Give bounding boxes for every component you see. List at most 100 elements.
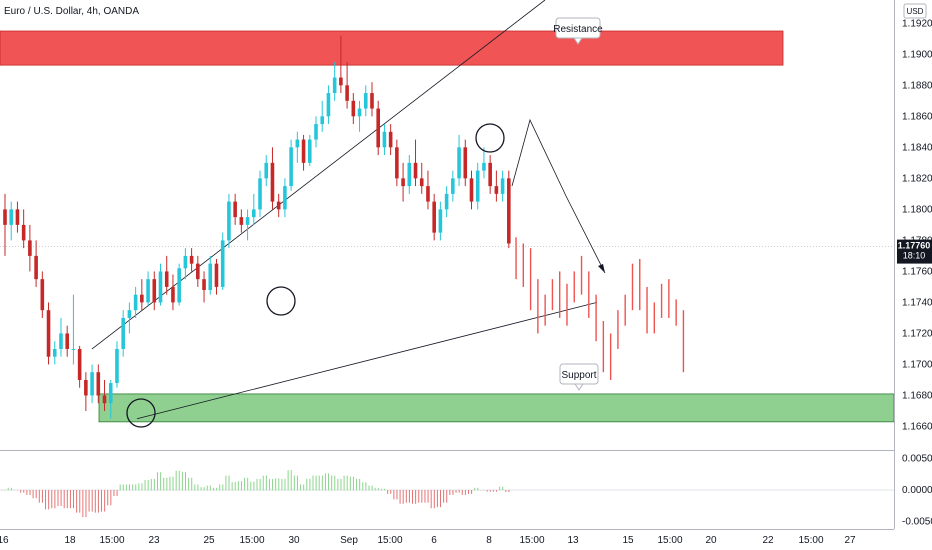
time-tick-label: 15:00: [519, 535, 544, 546]
price-badge: 1.17760 18:10: [897, 239, 932, 264]
time-tick-label: 30: [288, 535, 300, 546]
candle-body: [214, 263, 219, 287]
path-arrow[interactable]: [511, 118, 606, 274]
candle-body: [339, 77, 343, 86]
candle-body: [233, 201, 237, 218]
candle-body: [395, 147, 399, 179]
time-tick-label: 22: [762, 535, 774, 546]
candle-body: [351, 100, 356, 117]
candle-body: [108, 383, 113, 404]
touch-circle[interactable]: [475, 123, 505, 153]
time-tick-label: 18: [64, 535, 76, 546]
candle-body: [432, 201, 436, 233]
time-tick-label: 23: [148, 535, 160, 546]
touch-circle[interactable]: [266, 286, 296, 316]
path-arrowhead-icon: [598, 264, 605, 273]
candle-body: [177, 268, 181, 303]
candle-body: [370, 93, 374, 109]
candle-body: [388, 131, 393, 148]
price-tick-label: 1.17000: [902, 359, 932, 370]
price-axis[interactable]: USD 1.192001.190001.188001.186001.184001…: [894, 0, 932, 529]
support-callout[interactable]: Support: [559, 363, 599, 391]
time-tick-label: 13: [567, 535, 579, 546]
support-label: Support: [561, 370, 596, 381]
candle-body: [189, 255, 194, 264]
candle-body: [301, 139, 306, 163]
price-tick-label: 1.16800: [902, 390, 932, 401]
time-tick-label: 6: [431, 535, 437, 546]
candle-body: [183, 255, 188, 269]
candle-body: [457, 147, 461, 179]
price-badge-box: [897, 239, 932, 264]
candle-body: [245, 217, 250, 225]
time-tick-label: 15:00: [798, 535, 823, 546]
resistance-callout[interactable]: Resistance: [553, 17, 603, 45]
time-tick-label: 27: [844, 535, 856, 546]
symbol-title: Euro / U.S. Dollar, 4h, OANDA: [4, 6, 139, 17]
candle-body: [3, 209, 7, 225]
support-zone: [98, 393, 895, 423]
oscillator-tick-label: 0.00000: [902, 485, 932, 496]
candle-body: [407, 162, 412, 187]
candle-body: [276, 201, 281, 210]
candle-body: [382, 131, 387, 148]
oscillator-pane[interactable]: [0, 470, 894, 518]
resistance-zone: [0, 30, 784, 66]
currency-badge[interactable]: [903, 3, 927, 19]
price-badge-price: 1.17760: [898, 241, 931, 251]
candle-body: [320, 116, 325, 125]
candle-body: [158, 271, 163, 303]
candle-body: [15, 209, 20, 225]
candle-body: [475, 170, 480, 202]
projection-group: [515, 237, 685, 380]
candle-body: [127, 310, 132, 318]
time-tick-label: 15:00: [99, 535, 124, 546]
price-tick-label: 1.18200: [902, 173, 932, 184]
candle-body: [283, 186, 287, 210]
candle-body: [258, 178, 262, 210]
candle-body: [494, 186, 499, 194]
candle-body: [9, 209, 14, 225]
candles-group: [3, 35, 511, 419]
price-tick-label: 1.17400: [902, 297, 932, 308]
candle-body: [115, 348, 119, 384]
candle-body: [146, 279, 150, 303]
candle-body: [239, 217, 244, 225]
candle-body: [65, 333, 69, 349]
touch-circle[interactable]: [126, 398, 156, 428]
candle-body: [482, 162, 486, 171]
candle-body: [264, 162, 269, 179]
time-tick-label: 15: [622, 535, 634, 546]
candle-body: [451, 178, 455, 194]
candle-body: [438, 209, 443, 233]
candle-body: [152, 279, 157, 303]
candle-body: [413, 162, 418, 179]
candle-body: [376, 108, 380, 148]
candle-body: [220, 240, 225, 287]
time-axis[interactable]: 16 18 15:00 23 25 15:00 30 Sep 15:00 6 8 15:00 13 15 1…: [0, 529, 894, 547]
candle-body: [84, 379, 88, 396]
channel-lower-line[interactable]: [136, 302, 598, 420]
candle-body: [419, 178, 424, 187]
price-tick-label: 1.18400: [902, 142, 932, 153]
candle-body: [21, 224, 26, 241]
price-pane[interactable]: Resistance Support Euro / U.S. Dollar, 4…: [0, 0, 895, 428]
candle-body: [444, 193, 449, 210]
currency-label: USD: [907, 7, 924, 16]
price-tick-label: 1.18600: [902, 111, 932, 122]
channel-upper-line[interactable]: [91, 0, 546, 350]
candle-body: [332, 77, 337, 94]
candle-body: [295, 139, 300, 148]
candle-body: [270, 162, 275, 202]
time-tick-label: 15:00: [377, 535, 402, 546]
candle-body: [488, 162, 492, 187]
price-ticks: 1.19200 1.19000 1.18800 1.18600 1.18400 1.182…: [902, 18, 932, 432]
resistance-label: Resistance: [553, 24, 603, 35]
candle-body: [140, 294, 144, 303]
price-badge-countdown: 18:10: [903, 251, 926, 261]
candle-body: [202, 279, 206, 291]
